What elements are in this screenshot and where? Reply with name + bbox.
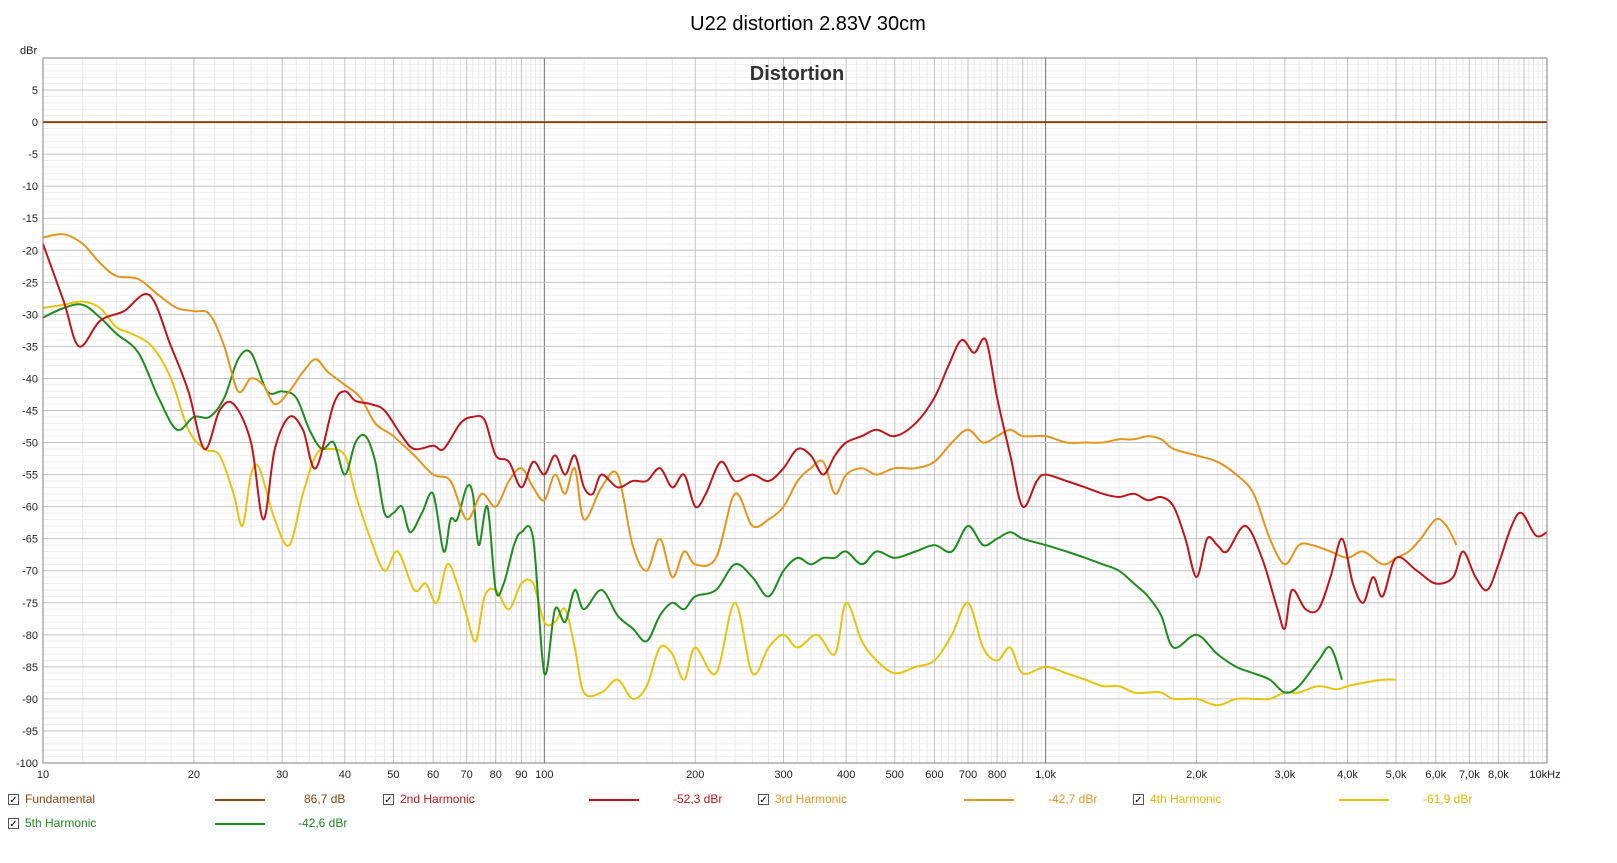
legend: ✓ Fundamental 86,7 dB ✓ 2nd Harmonic -52…	[0, 792, 1617, 862]
y-tick-label: -40	[22, 373, 38, 385]
legend-item-fundamental[interactable]: ✓ Fundamental	[8, 790, 95, 808]
series-line-3rd-harmonic	[42, 233, 1458, 579]
x-tick-label: 100	[535, 769, 553, 781]
legend-label-2nd-harmonic: 2nd Harmonic	[400, 792, 475, 806]
x-tick-label: 10	[37, 769, 49, 781]
legend-item-2nd-harmonic[interactable]: ✓ 2nd Harmonic	[383, 790, 475, 808]
y-tick-label: -85	[22, 662, 38, 674]
checkbox-fundamental[interactable]: ✓	[8, 793, 19, 806]
x-tick-label: 80	[490, 769, 502, 781]
legend-value-fundamental: 86,7 dB	[304, 792, 346, 806]
x-tick-label: 7,0k	[1459, 769, 1480, 781]
y-tick-label: -90	[22, 694, 38, 706]
y-tick-label: 5	[32, 85, 38, 97]
x-tick-label: 40	[339, 769, 351, 781]
y-tick-label: -5	[28, 149, 38, 161]
y-unit-label: dBr	[20, 45, 37, 57]
y-tick-label: -70	[22, 566, 38, 578]
x-tick-label: 60	[427, 769, 439, 781]
x-tick-label: 6,0k	[1425, 769, 1446, 781]
y-tick-label: 0	[32, 117, 38, 129]
y-tick-label: -75	[22, 598, 38, 610]
y-tick-label: -35	[22, 341, 38, 353]
x-tick-label: 90	[515, 769, 527, 781]
grid-minor	[43, 58, 1547, 763]
y-tick-label: -80	[22, 630, 38, 642]
y-tick-label: -45	[22, 406, 38, 418]
series-line-2nd-harmonic	[42, 243, 1548, 630]
y-tick-label: -25	[22, 277, 38, 289]
y-tick-label: -10	[22, 181, 38, 193]
plot-inner-title: Distortion	[750, 63, 844, 85]
grid-major	[43, 58, 1547, 763]
x-tick-label: 70	[461, 769, 473, 781]
x-tick-label: 10kHz	[1529, 769, 1560, 781]
legend-swatch-fundamental	[215, 799, 265, 801]
x-tick-label: 4,0k	[1337, 769, 1358, 781]
checkbox-4th-harmonic[interactable]: ✓	[1133, 793, 1144, 806]
x-tick-label: 2,0k	[1186, 769, 1207, 781]
distortion-chart: U22 distortion 2.83V 30cm dBr 50-5-10-15…	[16, 13, 1561, 781]
y-tick-label: -20	[22, 245, 38, 257]
legend-value-5th-harmonic: -42,6 dBr	[298, 816, 348, 830]
y-tick-label: -60	[22, 502, 38, 514]
x-tick-label: 5,0k	[1386, 769, 1407, 781]
y-tick-label: -95	[22, 726, 38, 738]
x-tick-label: 200	[686, 769, 704, 781]
checkbox-3rd-harmonic[interactable]: ✓	[758, 793, 769, 806]
series-line-4th-harmonic	[42, 300, 1397, 707]
x-tick-label: 300	[774, 769, 792, 781]
series-lines	[42, 121, 1548, 707]
legend-value-2nd-harmonic: -52,3 dBr	[673, 792, 723, 806]
x-axis-ticks: 10 20 30 40 50 60 70 80 90 100 200 300 400 500 600 700 8…	[37, 769, 1561, 781]
x-tick-label: 50	[387, 769, 399, 781]
y-tick-label: -100	[16, 758, 38, 770]
x-tick-label: 600	[925, 769, 943, 781]
x-tick-label: 400	[837, 769, 855, 781]
y-tick-label: -65	[22, 534, 38, 546]
x-tick-label: 500	[886, 769, 904, 781]
legend-label-fundamental: Fundamental	[25, 792, 96, 806]
series-line-5th-harmonic	[42, 303, 1343, 694]
legend-label-5th-harmonic: 5th Harmonic	[25, 816, 97, 830]
legend-swatch-2nd-harmonic	[589, 799, 639, 801]
y-tick-label: -30	[22, 309, 38, 321]
x-tick-label: 30	[276, 769, 288, 781]
y-axis-ticks: 5 0 -5 -10 -15 -20 -25 -30 -35 -40 -45 -50 -55 -60 -65…	[16, 85, 38, 770]
checkbox-2nd-harmonic[interactable]: ✓	[383, 793, 394, 806]
x-tick-label: 700	[959, 769, 977, 781]
plot-frame	[42, 57, 1548, 764]
legend-label-4th-harmonic: 4th Harmonic	[1150, 792, 1222, 806]
legend-item-3rd-harmonic[interactable]: ✓ 3rd Harmonic	[758, 790, 847, 808]
legend-value-4th-harmonic: -61,9 dBr	[1423, 792, 1473, 806]
legend-item-5th-harmonic[interactable]: ✓ 5th Harmonic	[8, 814, 96, 832]
legend-label-3rd-harmonic: 3rd Harmonic	[775, 792, 848, 806]
legend-swatch-3rd-harmonic	[964, 799, 1014, 801]
chart-title: U22 distortion 2.83V 30cm	[690, 13, 926, 35]
x-tick-label: 3,0k	[1274, 769, 1295, 781]
y-tick-label: -50	[22, 438, 38, 450]
legend-swatch-5th-harmonic	[215, 823, 265, 825]
legend-value-3rd-harmonic: -42,7 dBr	[1048, 792, 1098, 806]
legend-item-4th-harmonic[interactable]: ✓ 4th Harmonic	[1133, 790, 1221, 808]
x-tick-label: 1,0k	[1035, 769, 1056, 781]
checkbox-5th-harmonic[interactable]: ✓	[8, 817, 19, 830]
x-tick-label: 800	[988, 769, 1006, 781]
legend-swatch-4th-harmonic	[1339, 799, 1389, 801]
x-tick-label: 8,0k	[1488, 769, 1509, 781]
y-tick-label: -15	[22, 213, 38, 225]
y-tick-label: -55	[22, 470, 38, 482]
x-tick-label: 20	[188, 769, 200, 781]
